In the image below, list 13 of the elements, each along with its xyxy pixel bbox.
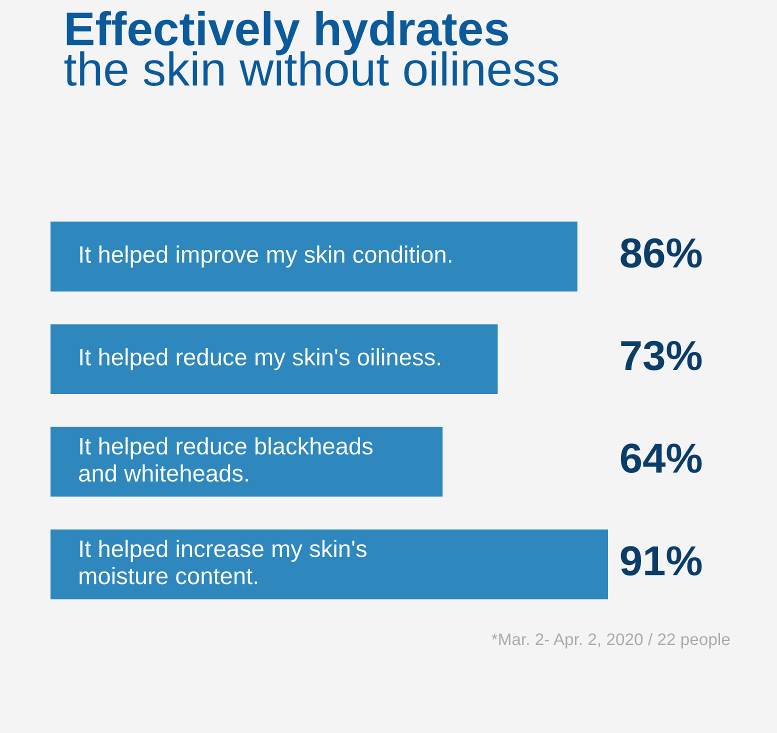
bar: [50, 426, 443, 497]
y-tick-label: It helped improve my skin condition.: [80, 246, 452, 268]
bar: [50, 324, 498, 394]
y-tick-label: It helped reduce blackheads and whiteheads.: [79, 437, 373, 482]
y-tick-label: It helped reduce my skin's oiliness.: [80, 348, 440, 370]
bar: [50, 530, 608, 600]
bar: [50, 222, 578, 292]
text: *Mar. 2- Apr. 2, 2020 / 22 people: [492, 632, 730, 648]
data-label: 86%: [620, 238, 702, 268]
data-label: 64%: [620, 443, 702, 473]
data-label: 91%: [620, 546, 702, 576]
data-label: 73%: [621, 340, 702, 370]
y-tick-label: It helped increase my skin's moisture content.: [80, 540, 367, 584]
